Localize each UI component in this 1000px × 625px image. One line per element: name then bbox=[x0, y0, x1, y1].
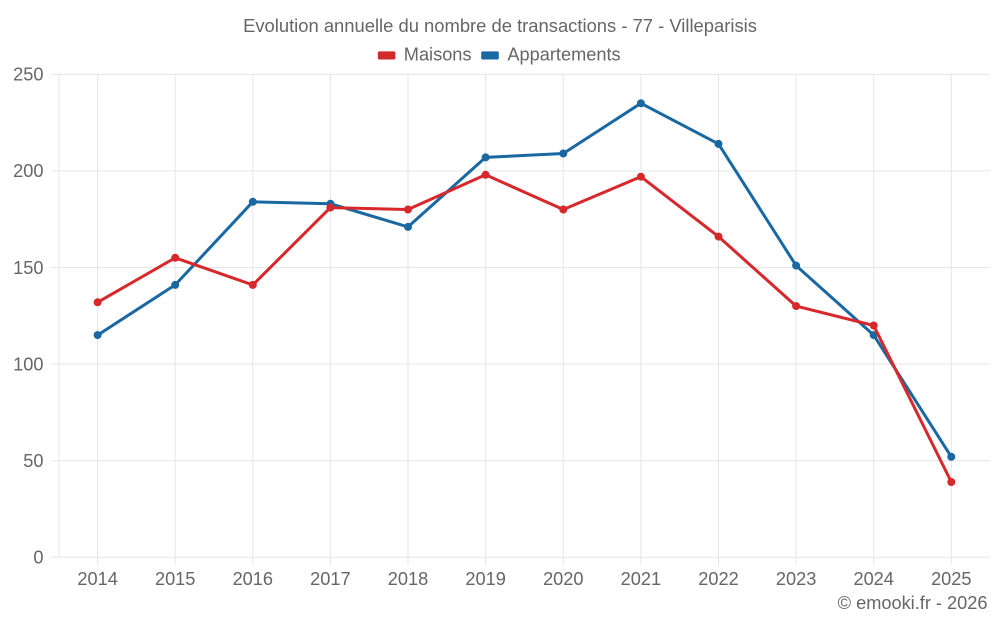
svg-text:150: 150 bbox=[13, 258, 43, 278]
svg-text:50: 50 bbox=[23, 451, 43, 471]
svg-text:2019: 2019 bbox=[465, 569, 505, 589]
svg-text:2023: 2023 bbox=[776, 569, 816, 589]
svg-text:2025: 2025 bbox=[931, 569, 971, 589]
svg-text:2014: 2014 bbox=[77, 569, 117, 589]
svg-text:2020: 2020 bbox=[543, 569, 583, 589]
svg-text:100: 100 bbox=[13, 354, 43, 374]
svg-text:250: 250 bbox=[13, 65, 43, 85]
svg-text:© emooki.fr - 2026: © emooki.fr - 2026 bbox=[838, 593, 988, 613]
svg-text:2017: 2017 bbox=[310, 569, 350, 589]
svg-text:2015: 2015 bbox=[155, 569, 195, 589]
svg-text:2021: 2021 bbox=[621, 569, 661, 589]
svg-text:2018: 2018 bbox=[388, 569, 428, 589]
svg-text:Appartements: Appartements bbox=[507, 45, 620, 65]
svg-text:200: 200 bbox=[13, 161, 43, 181]
svg-text:0: 0 bbox=[33, 548, 43, 568]
svg-text:2022: 2022 bbox=[698, 569, 738, 589]
svg-text:2016: 2016 bbox=[233, 569, 273, 589]
svg-text:Evolution annuelle du nombre d: Evolution annuelle du nombre de transact… bbox=[243, 15, 757, 36]
svg-text:2024: 2024 bbox=[853, 569, 893, 589]
svg-text:Maisons: Maisons bbox=[404, 45, 472, 65]
